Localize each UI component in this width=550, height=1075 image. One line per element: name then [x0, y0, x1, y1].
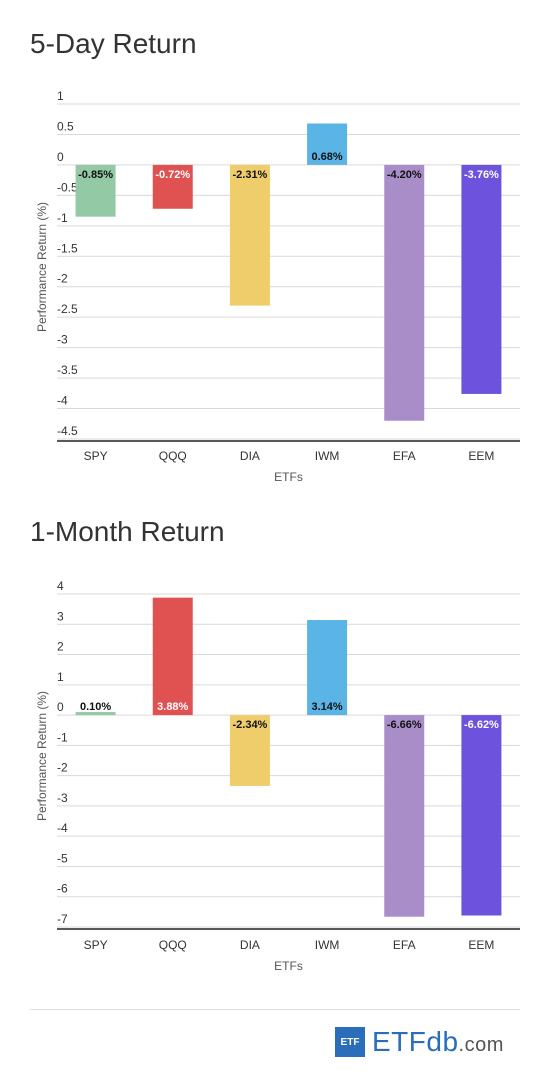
bar-spy [75, 164, 116, 217]
chart-title: 5-Day Return [30, 28, 197, 59]
x-tick-label: EFA [393, 449, 416, 463]
bar-qqq [152, 164, 193, 209]
data-label: 3.88% [157, 701, 188, 713]
logo-suffix-text: .com [458, 1034, 504, 1056]
x-tick-label: EEM [468, 938, 494, 952]
y-tick-label: -6 [57, 882, 68, 896]
x-tick-label: DIA [240, 938, 260, 952]
y-tick-label: -0.5 [57, 180, 78, 194]
logo-main-text: ETFdb [372, 1026, 459, 1057]
data-label: -0.85% [78, 169, 113, 181]
x-tick-label: IWM [315, 449, 340, 463]
x-axis-title: ETFs [274, 470, 303, 484]
y-tick-label: -4 [57, 821, 68, 835]
y-tick-label: -3.5 [57, 363, 78, 377]
data-label: -2.31% [232, 169, 267, 181]
y-tick-label: -4.5 [57, 424, 78, 438]
y-tick-label: 4 [57, 579, 64, 593]
bar-efa [384, 715, 425, 917]
x-tick-label: SPY [84, 938, 108, 952]
y-axis-title: Performance Return (%) [35, 202, 49, 332]
data-label: -3.76% [464, 169, 499, 181]
y-tick-label: -2.5 [57, 302, 78, 316]
chart-1month: 1-Month Return 4 3 2 1 0 -1 -2 -3 -4 -5 -6 -7 0.10% S… [30, 516, 520, 973]
x-tick-label: QQQ [159, 449, 187, 463]
y-tick-label: -3 [57, 333, 68, 347]
x-tick-label: EEM [468, 449, 494, 463]
bar-qqq [152, 597, 193, 716]
y-tick-label: 0 [57, 700, 64, 714]
bar-eem [461, 164, 502, 394]
data-label: -0.72% [155, 169, 190, 181]
data-label: 0.68% [311, 151, 342, 163]
bar-dia [229, 164, 270, 306]
footer-divider [30, 1009, 520, 1010]
data-label: 0.10% [80, 701, 111, 713]
data-label: -2.34% [232, 719, 267, 731]
y-tick-label: 0.5 [57, 119, 74, 133]
y-tick-label: 1 [57, 89, 64, 103]
y-tick-label: -3 [57, 791, 68, 805]
x-tick-label: QQQ [159, 938, 187, 952]
y-tick-label: 0 [57, 150, 64, 164]
bar-eem [461, 715, 502, 916]
bar-iwm [307, 123, 348, 165]
y-axis-title: Performance Return (%) [35, 691, 49, 821]
bar-chart-5day: 1 0.5 0 -0.5 -1 -1.5 -2 -2.5 -3 -3.5 -4 -4.5 -0.85% S… [35, 89, 520, 484]
bar-iwm [307, 620, 348, 716]
y-tick-label: 1 [57, 670, 64, 684]
y-tick-label: -5 [57, 851, 68, 865]
bar-efa [384, 164, 425, 421]
bar-dia [229, 715, 270, 786]
y-tick-label: -7 [57, 912, 68, 926]
bar-chart-1month: 4 3 2 1 0 -1 -2 -3 -4 -5 -6 -7 0.10% SPY 3.88% QQQ -2.34… [35, 579, 520, 973]
x-tick-label: IWM [315, 938, 340, 952]
x-tick-label: DIA [240, 449, 260, 463]
y-tick-label: -1.5 [57, 241, 78, 255]
bar-spy [75, 712, 116, 716]
x-tick-label: EFA [393, 938, 416, 952]
data-label: -6.66% [387, 719, 422, 731]
chart-5day: 5-Day Return 1 0.5 0 -0.5 -1 -1.5 -2 -2.5 -3 -3.5… [0, 0, 550, 500]
y-tick-label: -1 [57, 730, 68, 744]
x-tick-label: SPY [84, 449, 108, 463]
y-tick-label: 3 [57, 609, 64, 623]
y-tick-label: -4 [57, 394, 68, 408]
y-tick-label: -2 [57, 272, 68, 286]
logo-wordmark: ETFdb.com [372, 1026, 504, 1058]
data-label: -6.62% [464, 719, 499, 731]
chart-title: 1-Month Return [30, 516, 225, 547]
data-label: 3.14% [311, 701, 342, 713]
etfdb-logo[interactable]: ETF ETFdb.com [335, 1026, 504, 1058]
data-label: -4.20% [387, 169, 422, 181]
logo-box: ETF [335, 1027, 365, 1057]
y-tick-label: -1 [57, 211, 68, 225]
y-tick-label: 2 [57, 640, 64, 654]
x-axis-title: ETFs [274, 959, 303, 973]
y-tick-label: -2 [57, 761, 68, 775]
